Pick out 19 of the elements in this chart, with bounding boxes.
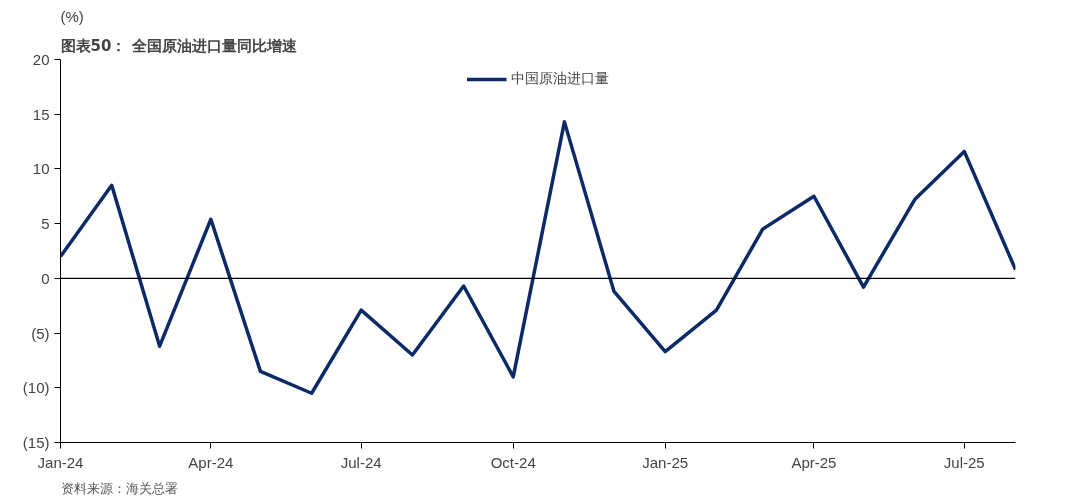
legend-label: 中国原油进口量: [511, 70, 609, 88]
x-tick-label: Apr-25: [791, 453, 837, 471]
y-axis-title: (%): [60, 7, 84, 25]
chart-title: 图表50： 全国原油进口量同比增速: [60, 36, 298, 55]
x-tick-label: Oct-24: [490, 453, 536, 471]
y-tick-label: (5): [31, 324, 50, 342]
y-tick-label: 10: [32, 160, 50, 178]
x-tick-label: Jul-24: [340, 453, 382, 471]
text: 资料来源：海关总署: [60, 480, 178, 496]
y-tick-label: 15: [32, 105, 50, 123]
y-tick-label: (10): [22, 379, 50, 397]
y-tick-label: 20: [32, 51, 50, 68]
x-tick-label: Apr-24: [188, 453, 234, 471]
y-tick-label: 0: [41, 269, 50, 287]
y-tick-label: (15): [22, 434, 50, 451]
y-tick-label: 5: [41, 215, 50, 233]
x-tick-label: Jul-25: [943, 453, 985, 471]
x-tick-label: Jan-25: [642, 453, 689, 471]
x-tick-label: Jan-24: [37, 453, 84, 471]
